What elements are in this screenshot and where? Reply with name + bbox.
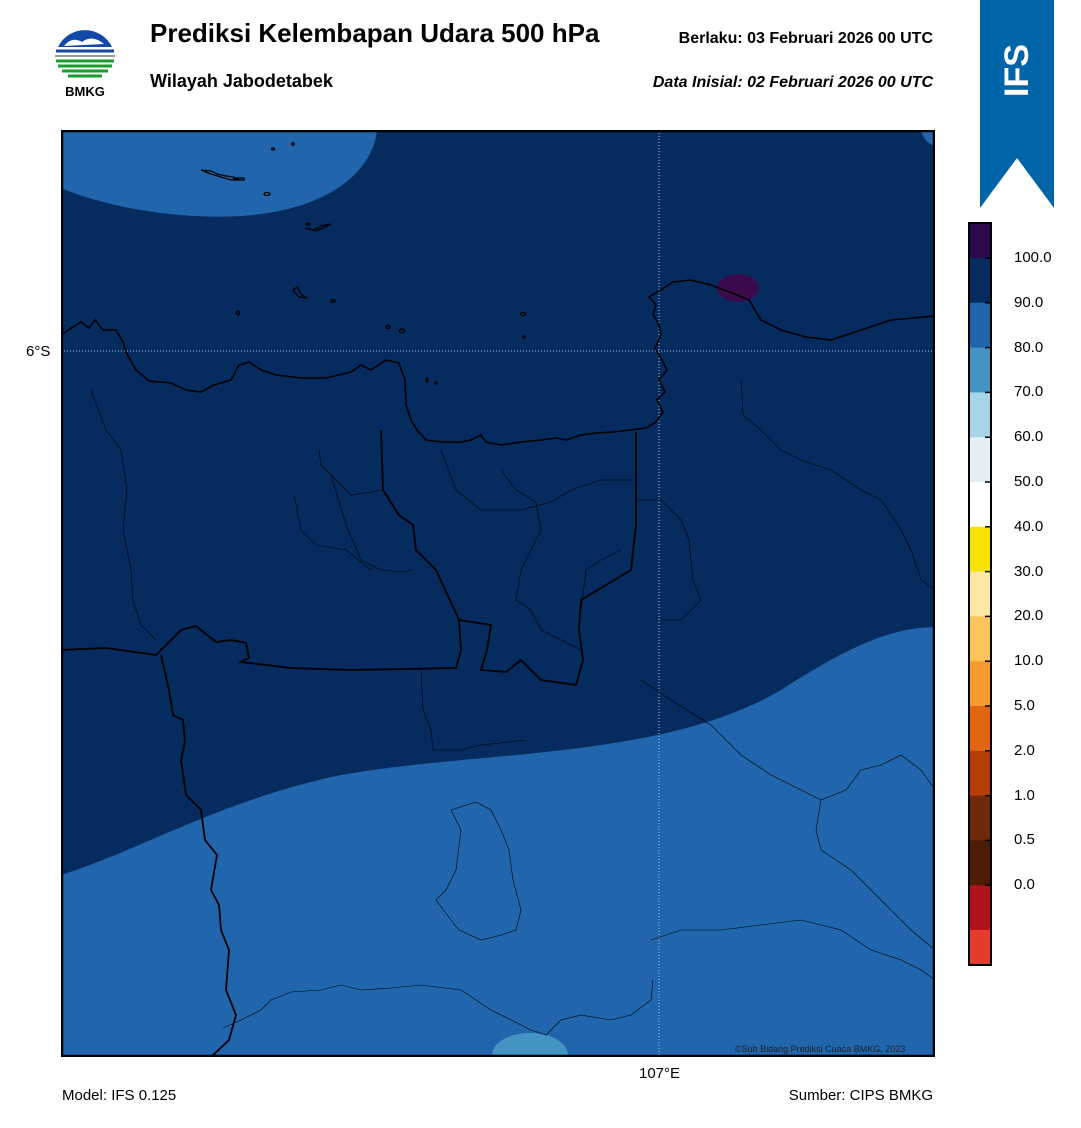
logo-text: BMKG [65,84,105,99]
colorbar-block [968,750,992,797]
regency-boundaries [90,379,935,1036]
humidity-region-above-100 [717,274,759,302]
colorbar-tick-label: 50.0 [1014,473,1044,490]
humidity-map [61,130,935,1057]
colorbar-tick-label: 2.0 [1014,741,1035,759]
ifs-badge-text: IFS [997,43,1036,97]
colorbar-tick-label: 40.0 [1014,517,1044,535]
colorbar-tick-label: 60.0 [1014,428,1044,446]
colorbar-tick-label: 20.0 [1014,607,1044,625]
islands [200,142,527,385]
colorbar-block [968,258,992,304]
colorbar [968,222,992,966]
colorbar-block [968,526,992,573]
copyright-text: ©Sub Bidang Prediksi Cuaca BMKG, 2023 [735,1044,906,1054]
colorbar-block [968,302,992,349]
colorbar-tick-label: 80.0 [1014,338,1044,356]
colorbar-tick-label: 10.0 [1014,652,1044,670]
page-title: Prediksi Kelembapan Udara 500 hPa [150,18,600,48]
colorbar-block [968,661,992,707]
province-boundary-dki [380,429,460,621]
humidity-region-80-90-corner [921,130,935,146]
longitude-label: 107°E [639,1065,681,1082]
coastline [61,279,935,446]
bmkg-logo [50,20,120,102]
colorbar-block [968,885,992,931]
humidity-region-80-90-top [61,130,377,217]
colorbar-tick-label: 90.0 [1014,293,1044,311]
valid-time-label: Berlaku: 03 Februari 2026 00 UTC [678,30,933,47]
colorbar-block [968,482,992,528]
colorbar-tick-label: 30.0 [1014,562,1044,580]
page-subtitle: Wilayah Jabodetabek [150,71,333,91]
province-boundary [61,432,637,687]
colorbar-block [968,795,992,841]
colorbar-block [968,347,992,393]
colorbar-block [968,437,992,483]
colorbar-tick-label: 0.0 [1014,876,1035,894]
humidity-region-70-80 [492,1033,568,1057]
colorbar-tick-label: 5.0 [1014,697,1035,714]
ifs-ribbon [980,0,1054,208]
colorbar-block-over [968,222,992,258]
colorbar-block [968,392,992,438]
latitude-label: 6°S [26,343,51,360]
source-label: Sumber: CIPS BMKG [788,1087,933,1104]
colorbar-tick-label: 100.0 [1014,249,1052,266]
colorbar-tick-label: 0.5 [1014,831,1035,849]
colorbar-block [968,616,992,662]
colorbar-block [968,571,992,617]
humidity-region-80-90-south [61,627,935,1057]
model-label: Model: IFS 0.125 [62,1087,177,1104]
colorbar-block [968,706,992,752]
colorbar-tick-label: 1.0 [1014,786,1035,804]
init-time-label: Data Inisial: 02 Februari 2026 00 UTC [652,74,933,91]
province-boundary-west [160,654,237,1057]
colorbar-tick-label: 70.0 [1014,383,1044,401]
colorbar-block-under [968,930,992,966]
colorbar-block [968,840,992,886]
